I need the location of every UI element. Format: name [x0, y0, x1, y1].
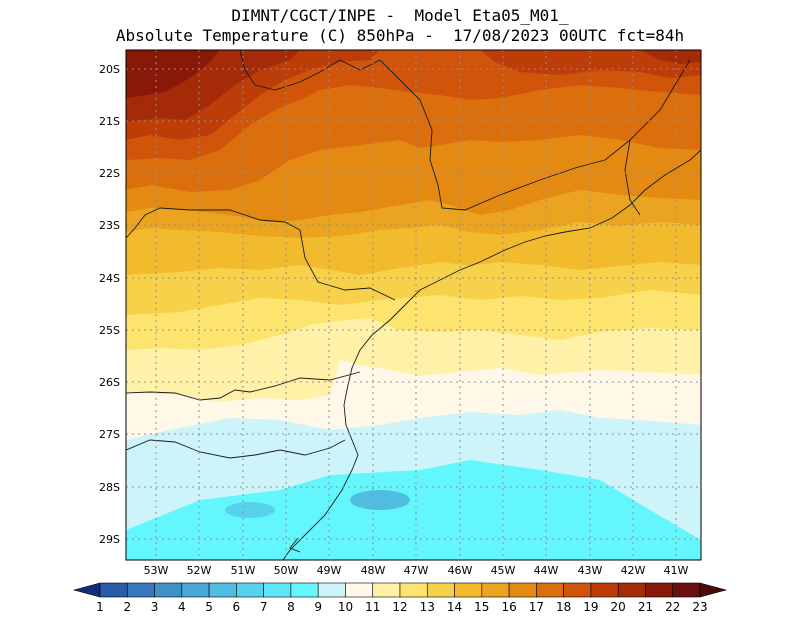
- map-frame: [125, 49, 702, 561]
- colorbar-cell: [263, 582, 292, 598]
- lon-label: 52W: [187, 564, 212, 577]
- colorbar-cell: [208, 582, 237, 598]
- band-21-east: [640, 50, 701, 64]
- colorbar-cell: [345, 582, 374, 598]
- colorbar-label: 11: [365, 600, 380, 614]
- cold-spot: [350, 490, 410, 510]
- lagoa-dos-patos: [289, 537, 301, 553]
- temperature-field: [126, 50, 701, 560]
- lon-label: 42W: [621, 564, 646, 577]
- coastline: [282, 149, 701, 560]
- lon-label: 51W: [231, 564, 256, 577]
- colorbar-cell: [126, 582, 155, 598]
- colorbar-cell: [99, 582, 128, 598]
- lon-label: 48W: [361, 564, 386, 577]
- lon-label: 49W: [317, 564, 342, 577]
- map-borders: [126, 50, 701, 560]
- colorbar-cell: [672, 582, 701, 598]
- colorbar-label: 21: [638, 600, 653, 614]
- colorbar-label: 8: [287, 600, 295, 614]
- colorbar-label: 22: [665, 600, 680, 614]
- colorbar-cell: [181, 582, 210, 598]
- lat-label: 28S: [99, 481, 120, 494]
- colorbar-label: 15: [474, 600, 489, 614]
- colorbar-label: 18: [556, 600, 571, 614]
- colorbar-cell: [236, 582, 264, 598]
- lon-label: 44W: [534, 564, 559, 577]
- graticule: [126, 50, 701, 560]
- lon-label: 47W: [404, 564, 429, 577]
- lon-label: 41W: [664, 564, 689, 577]
- lat-label: 23S: [99, 219, 120, 232]
- colorbar-cell: [372, 582, 401, 598]
- colorbar-cell: [536, 582, 564, 598]
- colorbar-cell: [590, 582, 619, 598]
- colorbar-cell: [426, 582, 455, 598]
- colorbar-label: 6: [233, 600, 241, 614]
- colorbar-label: 4: [178, 600, 186, 614]
- colorbar-label: 3: [151, 600, 159, 614]
- colorbar-cell: [317, 582, 346, 598]
- state-border-sp-pr: [126, 207, 396, 301]
- lat-label: 22S: [99, 167, 120, 180]
- lat-label: 20S: [99, 63, 120, 76]
- lat-axis: 20S 21S 22S 23S 24S 25S 26S 27S 28S 29S: [99, 63, 120, 546]
- colorbar-cell: [154, 582, 183, 598]
- colorbar-label: 2: [123, 600, 131, 614]
- colorbar-label: 12: [392, 600, 407, 614]
- state-border-mg: [239, 50, 691, 211]
- cool-patch: [225, 502, 275, 518]
- colorbar-arrow-low: [72, 582, 101, 598]
- lon-label: 46W: [448, 564, 473, 577]
- colorbar-label: 9: [314, 600, 322, 614]
- colorbar-cell: [617, 582, 646, 598]
- colorbar-label: 17: [529, 600, 544, 614]
- lon-label: 53W: [144, 564, 169, 577]
- colorbar-cell: [645, 582, 674, 598]
- lon-label: 50W: [274, 564, 299, 577]
- colorbar-cell: [399, 582, 428, 598]
- lon-label: 43W: [578, 564, 603, 577]
- colorbar-cell: [481, 582, 510, 598]
- colorbar-label: 20: [611, 600, 626, 614]
- state-border-rj: [624, 139, 641, 216]
- lat-label: 27S: [99, 428, 120, 441]
- colorbar-label: 5: [205, 600, 213, 614]
- colorbar-cell: [563, 582, 592, 598]
- lon-axis: 53W 52W 51W 50W 49W 48W 47W 46W 45W 44W …: [144, 564, 689, 577]
- lat-label: 29S: [99, 533, 120, 546]
- lat-label: 26S: [99, 376, 120, 389]
- band-22: [126, 50, 220, 98]
- map-subtitle: Absolute Temperature (C) 850hPa - 17/08/…: [115, 26, 685, 45]
- state-border-sc-rs: [126, 439, 346, 459]
- colorbar-label: 10: [338, 600, 353, 614]
- colorbar-label: 7: [260, 600, 268, 614]
- lon-label: 45W: [491, 564, 516, 577]
- map-title: DIMNT/CGCT/INPE - Model Eta05_M01_: [231, 6, 569, 25]
- colorbar-label: 14: [447, 600, 462, 614]
- colorbar-arrow-high: [699, 582, 728, 598]
- colorbar-cell: [508, 582, 537, 598]
- lat-label: 21S: [99, 115, 120, 128]
- colorbar: 1 2 3 4 5 6 7 8 9 10 11 12 13 14 15 16 17 18 19 20 21 22 23: [72, 582, 728, 614]
- colorbar-label: 19: [583, 600, 598, 614]
- colorbar-label: 16: [501, 600, 516, 614]
- lat-label: 24S: [99, 272, 120, 285]
- state-border-pr-sc: [126, 371, 361, 401]
- colorbar-label: 23: [692, 600, 707, 614]
- lat-label: 25S: [99, 324, 120, 337]
- colorbar-label: 13: [420, 600, 435, 614]
- colorbar-cell: [290, 582, 319, 598]
- colorbar-label: 1: [96, 600, 104, 614]
- colorbar-cell: [454, 582, 483, 598]
